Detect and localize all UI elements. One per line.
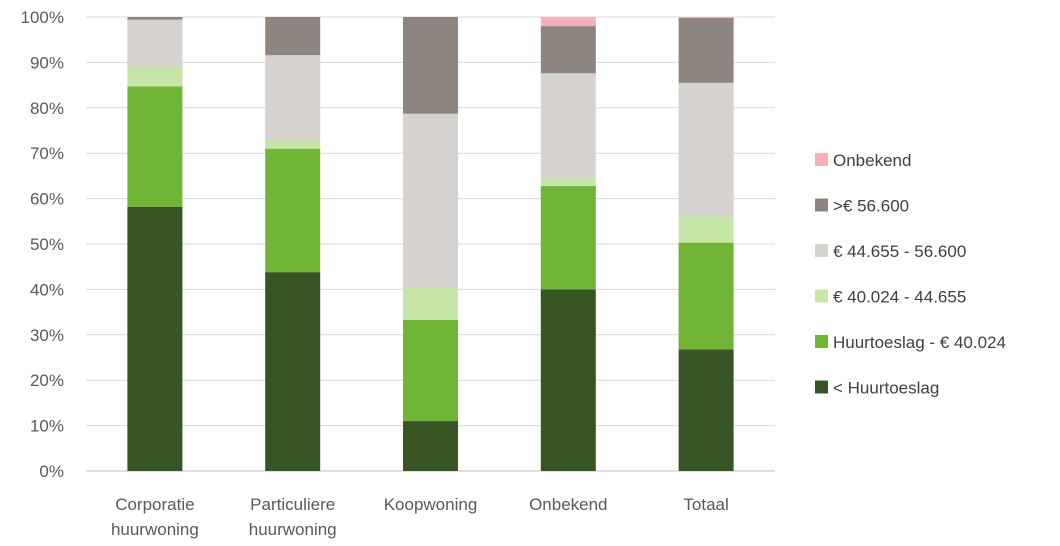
bar-segment (265, 272, 321, 471)
bar-segment (678, 17, 734, 18)
bar-segment (265, 17, 321, 56)
bars (127, 17, 734, 471)
bar-segment (265, 148, 321, 273)
y-tick-label: 50% (30, 235, 64, 254)
legend-label: Huurtoeslag - € 40.024 (833, 333, 1006, 352)
bar-segment (265, 140, 321, 149)
y-tick-label: 80% (30, 99, 64, 118)
bar-segment (540, 185, 596, 290)
legend-swatch (815, 198, 828, 212)
bar-segment (403, 421, 458, 471)
x-category-label: huurwoning (111, 520, 199, 539)
legend-label: € 40.024 - 44.655 (833, 288, 966, 307)
bar-segment (127, 19, 183, 67)
bar-segment (403, 288, 458, 320)
bar-segment (127, 17, 183, 20)
legend-label: € 44.655 - 56.600 (833, 242, 966, 261)
bar-segment (127, 86, 183, 207)
y-tick-label: 0% (39, 462, 64, 481)
x-category-label: Onbekend (529, 495, 607, 514)
legend-label: < Huurtoeslag (833, 379, 939, 398)
x-axis-categories: Corporatie huurwoning Particuliere huurwoni… (111, 495, 729, 539)
x-category-label: huurwoning (249, 520, 337, 539)
y-tick-label: 20% (30, 371, 64, 390)
y-axis-ticks: 0% 10% 20% 30% 40% 50% 60% 70% 80% 90% 100% (21, 8, 64, 481)
bar-segment (540, 17, 596, 27)
legend-swatch (815, 289, 828, 303)
bar-segment (540, 289, 596, 471)
x-category-label: Corporatie (115, 495, 194, 514)
legend-label: >€ 56.600 (833, 197, 909, 216)
legend-swatch (815, 380, 828, 394)
bar-segment (678, 82, 734, 217)
bar-segment (403, 17, 458, 114)
bar-segment (678, 349, 734, 471)
y-tick-label: 70% (30, 144, 64, 163)
bar-segment (540, 73, 596, 178)
y-tick-label: 40% (30, 280, 64, 299)
bar-segment (403, 113, 458, 289)
bar-segment (540, 26, 596, 74)
bar-segment (127, 66, 183, 87)
y-tick-label: 90% (30, 53, 64, 72)
bar-segment (678, 216, 734, 243)
bar-segment (678, 242, 734, 350)
y-tick-label: 60% (30, 190, 64, 209)
bar-segment (678, 17, 734, 83)
y-tick-label: 10% (30, 417, 64, 436)
x-category-label: Totaal (683, 495, 728, 514)
legend-label: Onbekend (833, 151, 911, 170)
y-tick-label: 100% (21, 8, 64, 27)
legend-swatch (815, 244, 828, 257)
legend-swatch (815, 335, 828, 348)
x-category-label: Particuliere (250, 495, 335, 514)
bar-segment (403, 319, 458, 422)
bar-segment (540, 177, 596, 186)
legend: Onbekend >€ 56.600 € 44.655 - 56.600 € 40.0… (815, 151, 1006, 398)
legend-swatch (815, 153, 828, 166)
y-tick-label: 30% (30, 326, 64, 345)
bar-segment (265, 55, 321, 141)
x-category-label: Koopwoning (384, 495, 478, 514)
bar-segment (127, 206, 183, 471)
